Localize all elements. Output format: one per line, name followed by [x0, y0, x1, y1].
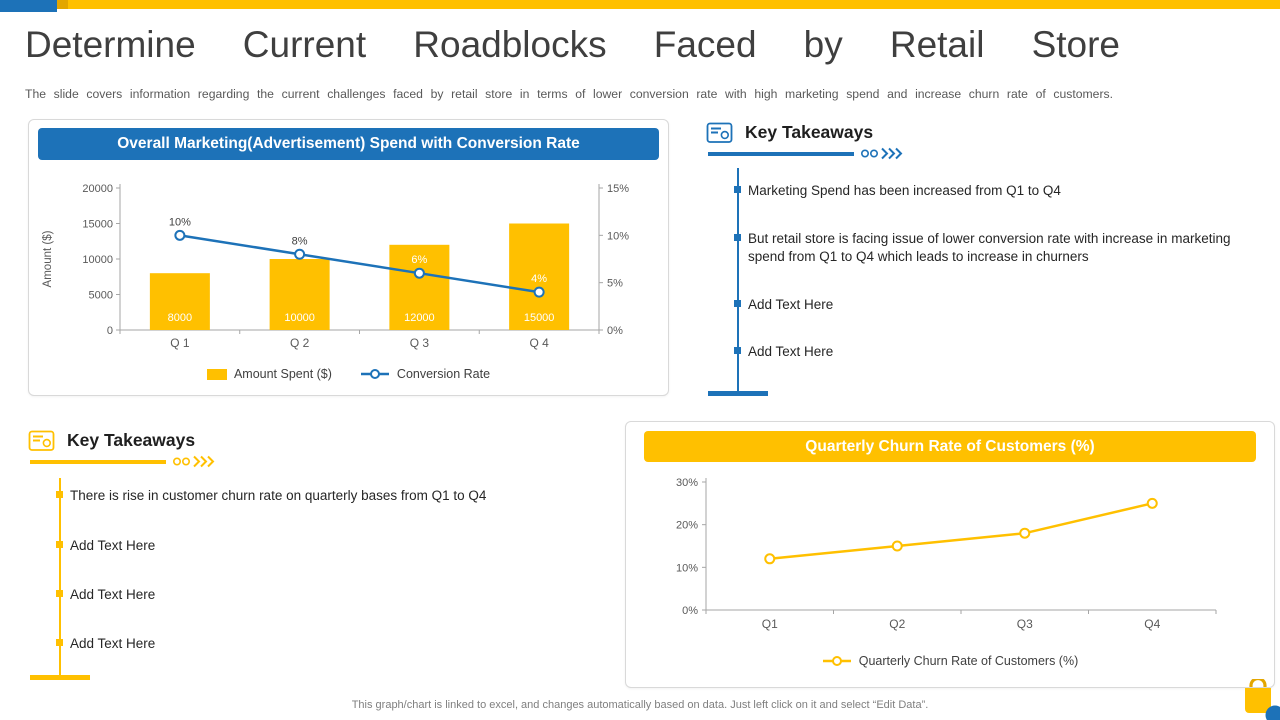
svg-text:0: 0 — [107, 325, 113, 337]
takeaway-item: Add Text Here — [70, 636, 156, 651]
slide-subtitle: The slide covers information regarding t… — [25, 87, 1113, 101]
svg-text:Q4: Q4 — [1144, 617, 1160, 631]
circles-chevrons-icon — [860, 147, 903, 160]
svg-text:10000: 10000 — [284, 312, 315, 324]
svg-text:Q1: Q1 — [762, 617, 778, 631]
svg-text:Q 3: Q 3 — [410, 336, 430, 350]
svg-text:8%: 8% — [292, 235, 308, 247]
marketing-chart-card: Overall Marketing(Advertisement) Spend w… — [28, 119, 669, 396]
marketing-combo-chart[interactable]: 0 5000 10000 15000 20000 0% 5% 10% 15% Amount ($)… — [35, 172, 643, 362]
blue-dot — [1265, 705, 1280, 720]
svg-text:Q3: Q3 — [1017, 617, 1033, 631]
legend-label: Quarterly Churn Rate of Customers (%) — [858, 654, 1079, 668]
slide-title: Determine Current Roadblocks Faced by Re… — [25, 24, 1120, 65]
bullet-square — [734, 186, 741, 193]
takeaway-item: Marketing Spend has been increased from … — [748, 183, 1061, 198]
takeaway-item: Add Text Here — [748, 297, 834, 312]
legend-item-churn-rate: Quarterly Churn Rate of Customers (%) — [822, 654, 1079, 668]
takeaways-panel-top-right: Key Takeaways Marketing Spend has been i… — [706, 118, 1272, 410]
svg-text:Q 2: Q 2 — [290, 336, 310, 350]
legend-item-conversion-rate: Conversion Rate — [360, 367, 490, 381]
bullet-square — [56, 590, 63, 597]
takeaway-item: Add Text Here — [748, 344, 834, 359]
legend-label: Amount Spent ($) — [233, 367, 332, 381]
circles-chevrons-icon — [172, 455, 215, 468]
legend-label: Conversion Rate — [396, 367, 491, 381]
bullet-square — [734, 234, 741, 241]
svg-text:Q 1: Q 1 — [170, 336, 190, 350]
footer-note: This graph/chart is linked to excel, and… — [351, 699, 929, 711]
svg-text:15000: 15000 — [82, 219, 113, 231]
top-accent-bar — [0, 0, 1280, 12]
marketing-chart-header: Overall Marketing(Advertisement) Spend w… — [38, 128, 659, 160]
svg-text:10000: 10000 — [82, 254, 113, 266]
takeaway-item: Add Text Here — [70, 538, 156, 553]
bullet-square — [734, 347, 741, 354]
takeaways-title: Key Takeaways — [67, 429, 196, 450]
bullet-square — [56, 639, 63, 646]
shopping-bag-icon — [1238, 676, 1280, 720]
churn-line-chart[interactable]: 0% 10% 20% 30% Q1 Q2 Q3 Q4 — [634, 468, 1266, 640]
takeaway-item: But retail store is facing issue of lowe… — [748, 231, 1231, 264]
svg-text:5%: 5% — [607, 278, 623, 290]
svg-text:12000: 12000 — [404, 312, 435, 324]
money-icon — [706, 122, 733, 143]
svg-text:Q2: Q2 — [889, 617, 905, 631]
top-accent-gold — [57, 0, 68, 9]
line-marker-icon — [822, 656, 851, 666]
svg-text:Amount ($): Amount ($) — [42, 230, 54, 287]
svg-text:0%: 0% — [682, 605, 698, 617]
churn-chart-card: Quarterly Churn Rate of Customers (%) 0%… — [625, 421, 1275, 688]
svg-text:10%: 10% — [676, 562, 698, 574]
svg-text:6%: 6% — [411, 254, 427, 266]
svg-text:30%: 30% — [676, 477, 698, 489]
timeline-line — [59, 478, 61, 678]
takeaway-item: There is rise in customer churn rate on … — [70, 488, 487, 503]
churn-chart-header: Quarterly Churn Rate of Customers (%) — [644, 431, 1256, 462]
svg-text:4%: 4% — [531, 273, 547, 285]
svg-text:0%: 0% — [607, 325, 623, 337]
bar-swatch-icon — [206, 368, 227, 380]
svg-text:20%: 20% — [676, 520, 698, 532]
svg-text:15%: 15% — [607, 183, 629, 195]
top-accent-yellow — [68, 0, 1280, 9]
line-marker-icon — [360, 369, 389, 379]
title-underline — [30, 460, 166, 464]
end-bar — [708, 391, 768, 396]
legend-item-amount-spent: Amount Spent ($) — [206, 367, 332, 381]
takeaways-title: Key Takeaways — [745, 121, 874, 142]
svg-text:20000: 20000 — [82, 183, 113, 195]
marketing-chart-legend: Amount Spent ($) Conversion Rate — [29, 367, 668, 381]
title-underline — [708, 152, 854, 156]
end-bar — [30, 675, 90, 680]
svg-text:5000: 5000 — [89, 290, 113, 302]
top-accent-blue — [0, 0, 57, 12]
timeline-line — [737, 168, 739, 396]
bullet-square — [56, 541, 63, 548]
bullet-square — [734, 300, 741, 307]
svg-text:8000: 8000 — [168, 312, 192, 324]
bullet-square — [56, 491, 63, 498]
takeaways-panel-bottom-left: Key Takeaways There is rise in customer … — [28, 426, 603, 688]
money-icon — [28, 430, 55, 451]
takeaway-item: Add Text Here — [70, 587, 156, 602]
svg-text:15000: 15000 — [524, 312, 555, 324]
svg-text:10%: 10% — [169, 216, 191, 228]
svg-text:Q 4: Q 4 — [529, 336, 549, 350]
svg-text:10%: 10% — [607, 230, 629, 242]
churn-chart-legend: Quarterly Churn Rate of Customers (%) — [626, 654, 1274, 668]
